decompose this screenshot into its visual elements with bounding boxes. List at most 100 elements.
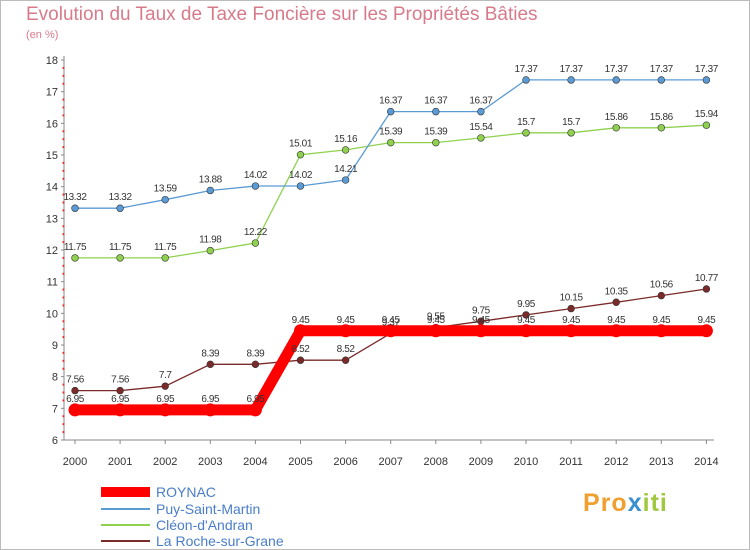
y-minor-tick xyxy=(62,367,65,370)
x-tick-label: 2009 xyxy=(469,456,493,468)
data-point xyxy=(612,76,620,84)
chart-title: Evolution du Taux de Taxe Foncière sur l… xyxy=(26,4,538,25)
data-point xyxy=(702,285,711,293)
data-point xyxy=(654,324,668,338)
y-minor-tick xyxy=(62,272,65,275)
y-minor-tick xyxy=(62,336,65,339)
data-point xyxy=(432,138,440,147)
data-label: 13.32 xyxy=(109,192,133,203)
data-point xyxy=(522,129,530,137)
data-label: 8.39 xyxy=(201,348,220,359)
y-tick-label: 16 xyxy=(46,118,58,130)
x-tick-label: 2010 xyxy=(514,456,538,468)
data-point xyxy=(567,129,575,137)
data-label: 6.95 xyxy=(66,394,85,405)
data-label: 14.02 xyxy=(244,170,268,181)
data-label: 6.95 xyxy=(246,394,265,405)
data-label: 9.95 xyxy=(517,299,536,310)
data-point xyxy=(71,254,79,262)
data-point xyxy=(71,204,79,212)
y-minor-tick xyxy=(62,209,65,212)
data-point xyxy=(477,107,485,116)
series-cl-on-d-andran xyxy=(71,121,711,262)
data-label: 15.7 xyxy=(562,117,581,128)
y-tick-label: 9 xyxy=(52,340,58,352)
x-tick-label: 2008 xyxy=(424,456,448,468)
y-minor-tick xyxy=(62,296,65,299)
data-point xyxy=(522,76,530,84)
data-point xyxy=(477,134,485,142)
y-minor-tick xyxy=(62,138,65,141)
data-point xyxy=(296,356,305,364)
data-label: 15.16 xyxy=(334,134,358,145)
data-point xyxy=(296,150,305,159)
data-label: 17.37 xyxy=(605,64,629,75)
data-point xyxy=(68,403,82,417)
data-point xyxy=(519,324,533,338)
data-label: 6.95 xyxy=(156,394,175,405)
data-label: 8.52 xyxy=(292,344,311,355)
y-minor-tick xyxy=(62,256,65,259)
data-label: 11.75 xyxy=(154,242,177,253)
data-label: 9.75 xyxy=(472,305,491,316)
data-label: 9.45 xyxy=(427,315,446,326)
data-label: 13.88 xyxy=(199,174,223,185)
data-label: 15.86 xyxy=(650,112,674,123)
data-label: 17.37 xyxy=(650,64,674,75)
y-minor-tick xyxy=(62,201,65,204)
data-label: 6.95 xyxy=(201,394,220,405)
data-point xyxy=(702,121,711,129)
data-label: 9.45 xyxy=(562,315,581,326)
data-label: 9.45 xyxy=(517,315,536,326)
series-puy-saint-martin xyxy=(71,76,711,212)
x-tick-label: 2012 xyxy=(604,456,628,468)
y-minor-tick xyxy=(62,423,65,426)
data-point xyxy=(567,76,575,84)
y-tick-label: 11 xyxy=(47,277,58,289)
data-point xyxy=(609,324,623,338)
chart-axes: 6 7 8 9 10 11 12 13 14 15 16 17 18 2000 2001 2002 2003 20… xyxy=(46,55,719,468)
data-point xyxy=(564,324,578,338)
data-label: 7.56 xyxy=(111,375,130,386)
data-label: 10.15 xyxy=(560,293,584,304)
y-minor-tick xyxy=(62,74,65,77)
y-minor-tick xyxy=(62,359,65,362)
y-minor-tick xyxy=(62,288,65,291)
data-point xyxy=(161,254,169,262)
y-tick-label: 7 xyxy=(52,403,58,415)
data-point xyxy=(248,403,262,417)
data-label: 11.75 xyxy=(64,242,87,253)
data-point xyxy=(203,403,217,417)
x-tick-label: 2005 xyxy=(288,456,312,468)
data-point xyxy=(387,138,395,147)
y-minor-tick xyxy=(62,391,65,394)
logo-letter: x xyxy=(627,489,643,517)
data-point xyxy=(206,360,215,369)
y-minor-tick xyxy=(62,98,65,101)
data-label: 13.32 xyxy=(63,192,87,203)
data-label: 11.75 xyxy=(109,242,132,253)
logo-letter: i xyxy=(659,489,668,517)
data-point xyxy=(612,298,620,306)
data-label: 15.94 xyxy=(695,109,719,120)
y-minor-tick xyxy=(62,304,65,307)
y-tick-label: 18 xyxy=(46,55,58,67)
data-label: 10.77 xyxy=(695,273,719,284)
data-label: 8.39 xyxy=(246,348,265,359)
y-minor-tick xyxy=(62,177,65,180)
data-label: 15.01 xyxy=(289,139,313,150)
data-label: 15.39 xyxy=(424,127,448,138)
x-tick-label: 2014 xyxy=(694,456,718,468)
legend-label: ROYNAC xyxy=(156,484,216,500)
y-minor-tick xyxy=(62,130,65,133)
logo-letter: r xyxy=(600,489,612,517)
data-label: 7.56 xyxy=(66,375,85,386)
data-label: 17.37 xyxy=(514,64,538,75)
y-minor-tick xyxy=(62,320,65,323)
data-label: 9.45 xyxy=(697,315,716,326)
x-tick-label: 2006 xyxy=(333,456,357,468)
chart-data-labels: 6.95 6.95 6.95 6.95 6.95 9.45 9.45 9.45 9.45 9.45… xyxy=(63,64,719,405)
data-point xyxy=(206,186,215,195)
